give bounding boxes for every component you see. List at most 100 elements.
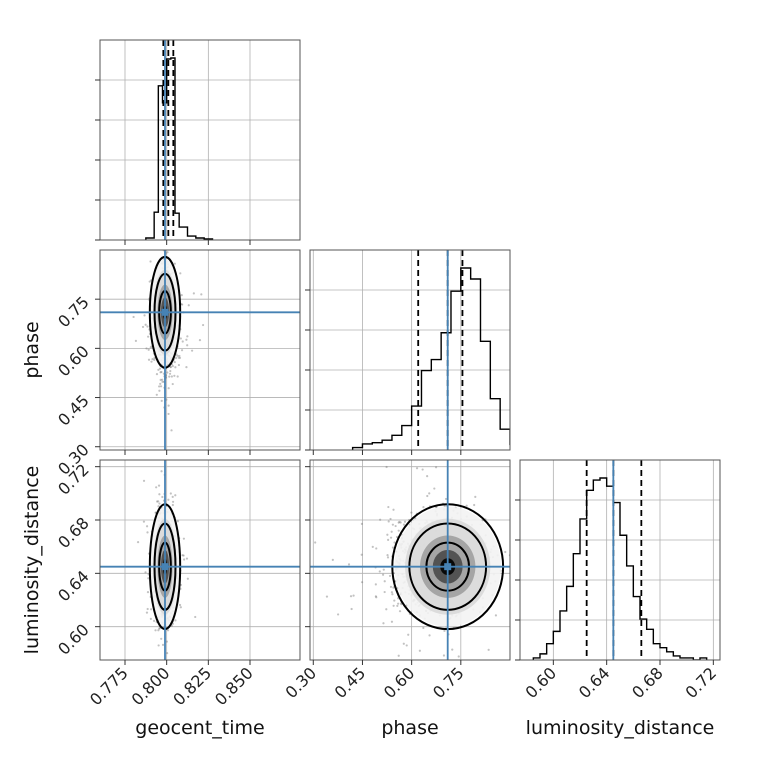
y-tick-label: 0.75 — [54, 293, 93, 332]
y-tick-label: 0.60 — [54, 342, 93, 381]
sample-point — [181, 554, 184, 557]
sample-point — [181, 303, 184, 306]
sample-point — [390, 620, 394, 623]
sample-point — [397, 521, 400, 524]
panel-content — [520, 460, 720, 660]
sample-point — [146, 531, 149, 534]
sample-point — [433, 487, 436, 490]
sample-point — [443, 629, 446, 632]
sample-point — [158, 389, 161, 392]
x-tick-label: 0.60 — [380, 663, 419, 702]
sample-point — [418, 649, 421, 652]
x-axis-label-geocent_time: geocent_time — [135, 717, 264, 739]
sample-point — [397, 602, 400, 605]
sample-point — [444, 497, 448, 501]
sample-point — [151, 358, 154, 361]
sample-point — [160, 470, 163, 473]
sample-point — [161, 380, 164, 383]
x-tick-label: 0.72 — [682, 663, 721, 702]
sample-point — [434, 466, 438, 469]
x-tick-label: 0.850 — [211, 663, 257, 709]
y-tick-label: 0.60 — [54, 620, 93, 659]
sample-point — [146, 591, 150, 594]
sample-point — [159, 385, 163, 388]
sample-point — [336, 613, 340, 616]
sample-point — [167, 412, 170, 416]
sample-point — [331, 558, 334, 561]
sample-point — [174, 366, 177, 369]
sample-point — [371, 545, 374, 548]
sample-point — [473, 503, 476, 507]
panel-content — [100, 40, 300, 240]
x-tick-label: 0.825 — [169, 663, 215, 709]
sample-point — [426, 494, 429, 498]
sample-point — [146, 325, 149, 328]
sample-point — [474, 495, 477, 498]
sample-point — [402, 523, 406, 526]
sample-point — [157, 629, 160, 632]
sample-point — [465, 504, 468, 507]
sample-point — [158, 493, 161, 496]
sample-point — [149, 617, 152, 620]
sample-point — [360, 522, 364, 525]
sample-point — [176, 354, 179, 357]
x-tick-label: 0.775 — [86, 663, 132, 709]
sample-point — [167, 387, 170, 390]
panel-frame — [519, 459, 721, 661]
sample-point — [385, 465, 388, 469]
sample-point — [349, 595, 353, 598]
sample-point — [157, 505, 160, 508]
sample-point — [171, 495, 174, 498]
panel-phase-phase — [305, 249, 511, 455]
panel-phase-luminosity_distance: 0.30 0.45 0.60 0.75 — [281, 459, 519, 702]
sample-point — [144, 323, 147, 326]
sample-point — [378, 570, 381, 573]
sample-point — [192, 292, 195, 295]
sample-point — [166, 251, 169, 254]
sample-point — [155, 486, 158, 489]
sample-point — [173, 374, 176, 377]
panel-frame — [309, 459, 511, 661]
sample-point — [158, 367, 162, 370]
x-tick-label: 0.60 — [522, 663, 561, 702]
sample-point — [160, 637, 163, 640]
sample-point — [169, 366, 172, 369]
sample-point — [390, 530, 393, 533]
sample-point — [134, 339, 138, 342]
sample-point — [155, 393, 158, 396]
x-axis-label-phase: phase — [381, 717, 438, 739]
sample-point — [174, 356, 178, 360]
sample-point — [393, 541, 396, 544]
sample-point — [352, 594, 355, 597]
sample-point — [517, 604, 519, 606]
sample-point — [403, 520, 407, 523]
sample-point — [186, 344, 189, 347]
sample-point — [143, 314, 146, 317]
sample-point — [167, 404, 170, 407]
sample-point — [158, 385, 161, 388]
sample-point — [451, 648, 454, 651]
sample-point — [149, 608, 153, 611]
sample-point — [387, 538, 390, 541]
sample-point — [433, 666, 435, 668]
panel-content — [310, 250, 510, 450]
sample-point — [385, 608, 388, 611]
sample-point — [145, 347, 148, 350]
x-axis-label-luminosity_distance: luminosity_distance — [526, 717, 715, 739]
sample-point — [157, 368, 160, 371]
sample-point — [374, 583, 377, 586]
sample-point — [183, 558, 186, 561]
sample-point — [390, 591, 394, 594]
sample-point — [457, 655, 460, 658]
sample-point — [145, 611, 149, 614]
sample-point — [410, 511, 413, 514]
sample-point — [374, 595, 377, 598]
sample-point — [402, 642, 405, 645]
sample-point — [171, 500, 175, 503]
sample-point — [180, 349, 184, 352]
sample-point — [494, 614, 498, 617]
sample-point — [144, 571, 147, 574]
sample-point — [157, 484, 161, 487]
sample-point — [177, 363, 181, 367]
sample-point — [186, 335, 189, 338]
